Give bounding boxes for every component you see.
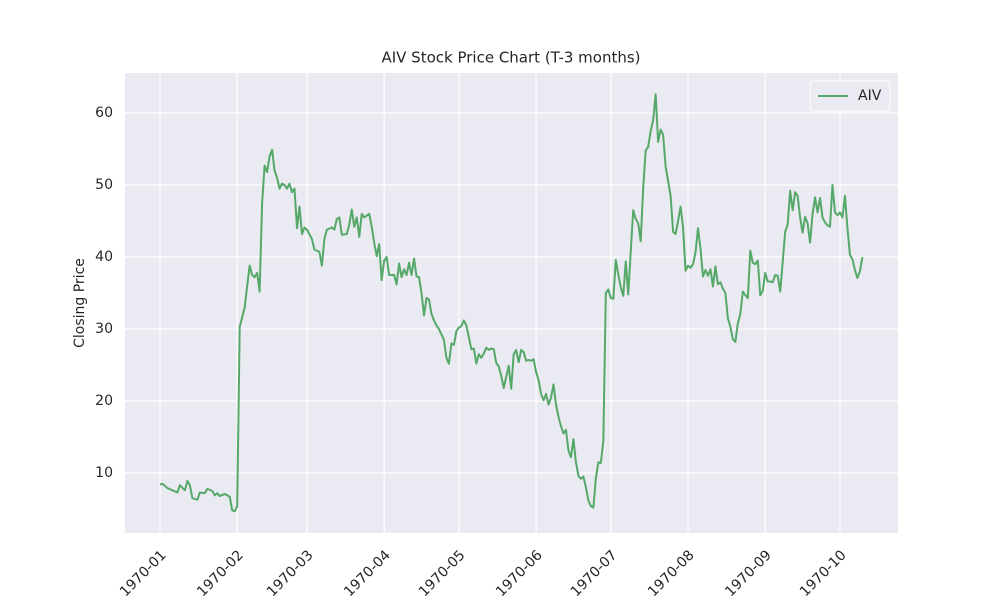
legend-label: AIV <box>858 88 882 104</box>
y-tick-label: 40 <box>95 249 113 265</box>
line <box>159 93 864 513</box>
x-tick-label: 1970-10 <box>797 547 850 600</box>
x-tick-label: 1970-05 <box>416 547 469 600</box>
x-tick-label: 1970-02 <box>194 547 247 600</box>
plot-area <box>125 73 898 533</box>
y-tick-label: 50 <box>95 177 113 193</box>
y-tick-label: 30 <box>95 321 113 337</box>
x-tick-label: 1970-07 <box>568 547 621 600</box>
y-tick-label: 10 <box>95 465 113 481</box>
y-axis-label: Closing Price <box>72 258 88 348</box>
x-tick-label: 1970-03 <box>264 547 317 600</box>
x-tick-label: 1970-09 <box>722 547 775 600</box>
x-tick-label: 1970-08 <box>645 547 698 600</box>
legend-box <box>809 80 891 112</box>
x-tick-label: 1970-04 <box>341 547 394 600</box>
y-tick-label: 60 <box>95 105 113 121</box>
x-tick-label: 1970-06 <box>493 547 546 600</box>
x-tick-label: 1970-01 <box>117 547 170 600</box>
chart-title: AIV Stock Price Chart (T-3 months) <box>381 49 640 67</box>
y-tick-label: 20 <box>95 393 113 409</box>
